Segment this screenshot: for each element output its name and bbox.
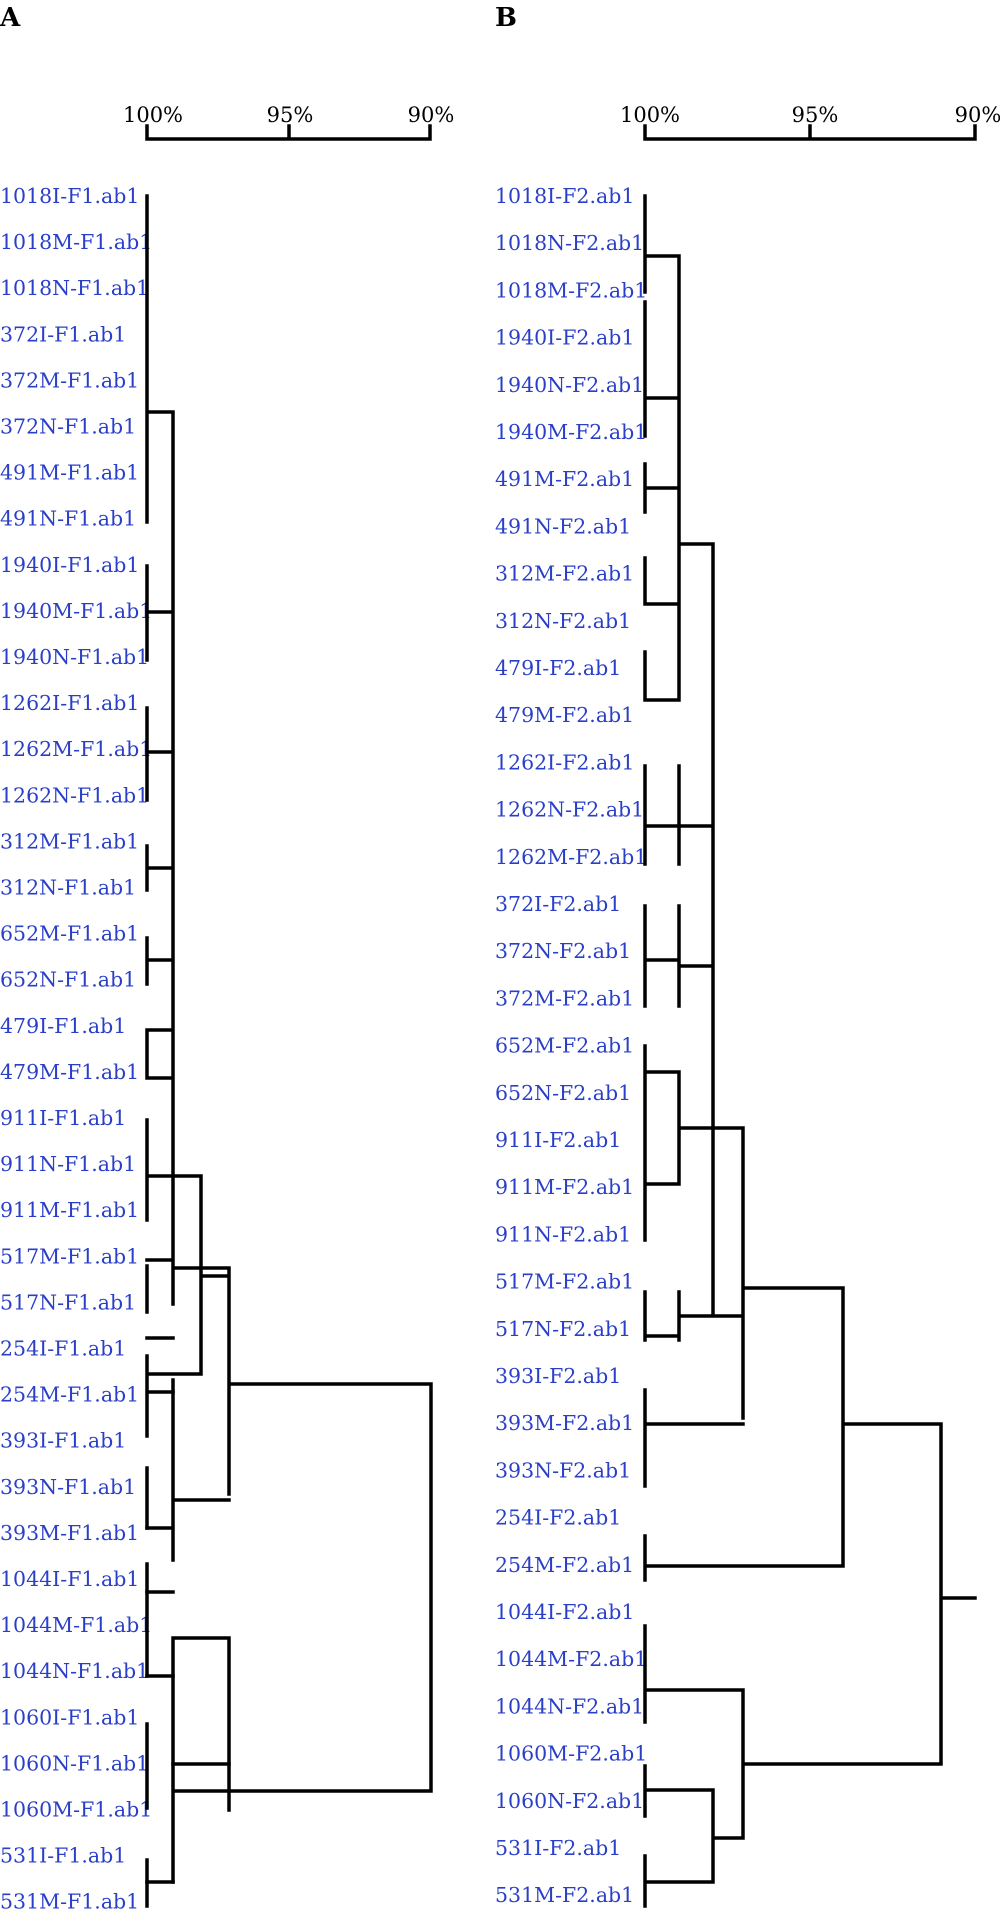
leaf-label: 479I-F2.ab1 (495, 656, 621, 680)
leaf-label: 1060N-F1.ab1 (0, 1751, 149, 1775)
panel-a-tree (145, 194, 433, 1908)
leaf-label: 531M-F1.ab1 (0, 1890, 139, 1914)
leaf-label: 393I-F1.ab1 (0, 1429, 126, 1453)
leaf-label: 1044M-F2.ab1 (495, 1647, 647, 1671)
leaf-label: 1018M-F2.ab1 (495, 278, 647, 302)
leaf-label: 254I-F1.ab1 (0, 1337, 126, 1361)
leaf-label: 1018I-F2.ab1 (495, 184, 634, 208)
leaf-label: 1060I-F1.ab1 (0, 1705, 139, 1729)
leaf-label: 1060M-F1.ab1 (0, 1798, 152, 1822)
leaf-label: 911N-F2.ab1 (495, 1222, 631, 1246)
leaf-label: 1018N-F1.ab1 (0, 276, 149, 300)
leaf-label: 491M-F1.ab1 (0, 461, 139, 485)
leaf-label: 1044N-F1.ab1 (0, 1659, 149, 1683)
leaf-label: 1262N-F1.ab1 (0, 783, 149, 807)
panel-b-tree (643, 194, 977, 1908)
panel-b-tick-100: 100% (620, 103, 680, 127)
panel-a: A 100% 95% 90% 1018I-F1.ab11018M-F1.ab11… (0, 3, 454, 1914)
panel-a-clusters (145, 1378, 231, 1884)
leaf-label: 911N-F1.ab1 (0, 1152, 136, 1176)
leaf-label: 372M-F1.ab1 (0, 368, 139, 392)
panel-a-leaf-labels: 1018I-F1.ab1 1018M-F1.ab1 1018N-F1.ab1 372I… (0, 184, 152, 1914)
leaf-label: 491M-F2.ab1 (495, 467, 634, 491)
leaf-label: 393N-F2.ab1 (495, 1458, 631, 1482)
panel-b-scale-bar (643, 124, 977, 141)
leaf-label: 254M-F2.ab1 (495, 1553, 634, 1577)
leaf-label: 1940N-F2.ab1 (495, 373, 644, 397)
leaf-label: 372N-F1.ab1 (0, 415, 136, 439)
leaf-label: 1044M-F1.ab1 (0, 1613, 152, 1637)
leaf-label: 1940M-F2.ab1 (495, 420, 647, 444)
leaf-label: 531M-F2.ab1 (495, 1883, 634, 1907)
leaf-label: 652N-F1.ab1 (0, 968, 136, 992)
leaf-label: 479M-F1.ab1 (0, 1060, 139, 1084)
leaf-label: 491N-F2.ab1 (495, 514, 631, 538)
leaf-label: 312N-F2.ab1 (495, 609, 631, 633)
leaf-label: 1940I-F1.ab1 (0, 553, 139, 577)
panel-b-scale: 100% 95% 90% (620, 103, 1000, 141)
leaf-label: 531I-F1.ab1 (0, 1844, 126, 1868)
leaf-label: 911I-F2.ab1 (495, 1128, 621, 1152)
panel-b-letter: B (495, 3, 517, 33)
panel-a-tick-95: 95% (267, 103, 314, 127)
leaf-label: 652M-F1.ab1 (0, 922, 139, 946)
leaf-label: 479M-F2.ab1 (495, 703, 634, 727)
leaf-label: 1060N-F2.ab1 (495, 1789, 644, 1813)
leaf-label: 911I-F1.ab1 (0, 1106, 126, 1130)
leaf-label: 1940I-F2.ab1 (495, 326, 634, 350)
panel-a-tick-100: 100% (123, 103, 183, 127)
leaf-label: 1044I-F2.ab1 (495, 1600, 634, 1624)
leaf-label: 517N-F2.ab1 (495, 1317, 631, 1341)
leaf-label: 372I-F2.ab1 (495, 892, 621, 916)
leaf-label: 911M-F2.ab1 (495, 1175, 634, 1199)
leaf-label: 1940N-F1.ab1 (0, 645, 149, 669)
leaf-label: 372I-F1.ab1 (0, 322, 126, 346)
panel-a-tick-90: 90% (408, 103, 455, 127)
leaf-label: 393M-F2.ab1 (495, 1411, 634, 1435)
leaf-label: 1262I-F2.ab1 (495, 750, 634, 774)
leaf-label: 1044N-F2.ab1 (495, 1694, 644, 1718)
panel-b-tick-95: 95% (792, 103, 839, 127)
leaf-label: 254M-F1.ab1 (0, 1383, 139, 1407)
leaf-label: 393M-F1.ab1 (0, 1521, 139, 1545)
leaf-label: 491N-F1.ab1 (0, 507, 136, 531)
leaf-label: 393N-F1.ab1 (0, 1475, 136, 1499)
leaf-label: 312N-F1.ab1 (0, 876, 136, 900)
leaf-label: 479I-F1.ab1 (0, 1014, 126, 1038)
leaf-label: 1044I-F1.ab1 (0, 1567, 139, 1591)
leaf-label: 1940M-F1.ab1 (0, 599, 152, 623)
leaf-label: 312M-F1.ab1 (0, 829, 139, 853)
leaf-label: 1018I-F1.ab1 (0, 184, 139, 208)
panel-a-letter: A (0, 3, 21, 33)
leaf-label: 1262I-F1.ab1 (0, 691, 139, 715)
leaf-label: 911M-F1.ab1 (0, 1198, 139, 1222)
leaf-label: 254I-F2.ab1 (495, 1506, 621, 1530)
leaf-label: 1262M-F2.ab1 (495, 845, 647, 869)
leaf-label: 652N-F2.ab1 (495, 1081, 631, 1105)
leaf-label: 312M-F2.ab1 (495, 562, 634, 586)
leaf-label: 1060M-F2.ab1 (495, 1742, 647, 1766)
leaf-label: 1018M-F1.ab1 (0, 230, 152, 254)
panel-b-leaf-labels: 1018I-F2.ab1 1018N-F2.ab1 1018M-F2.ab1 1940… (495, 184, 647, 1907)
leaf-label: 1262N-F2.ab1 (495, 798, 644, 822)
leaf-label: 372N-F2.ab1 (495, 939, 631, 963)
leaf-label: 652M-F2.ab1 (495, 1034, 634, 1058)
panel-a-scale-bar (145, 124, 432, 141)
leaf-label: 517N-F1.ab1 (0, 1290, 136, 1314)
panel-a-scale: 100% 95% 90% (123, 103, 455, 141)
panel-b-tick-90: 90% (955, 103, 1000, 127)
panel-b: B 100% 95% 90% 1018I-F2.ab11018N-F2.ab11… (495, 3, 1000, 1908)
leaf-label: 531I-F2.ab1 (495, 1836, 621, 1860)
leaf-label: 1018N-F2.ab1 (495, 231, 644, 255)
leaf-label: 393I-F2.ab1 (495, 1364, 621, 1388)
leaf-label: 517M-F1.ab1 (0, 1244, 139, 1268)
leaf-label: 517M-F2.ab1 (495, 1270, 634, 1294)
leaf-label: 1262M-F1.ab1 (0, 737, 152, 761)
leaf-label: 372M-F2.ab1 (495, 986, 634, 1010)
